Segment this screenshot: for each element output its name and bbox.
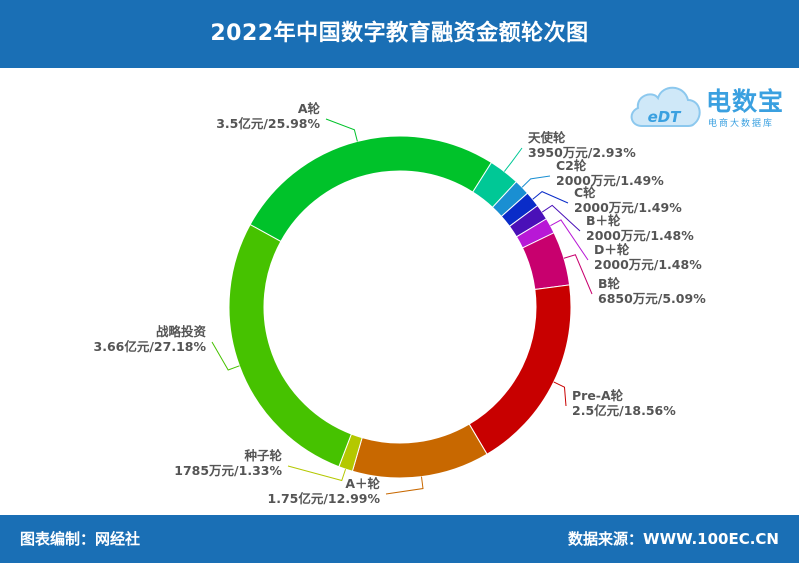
- slice-value-3: 2000万元/1.49%: [574, 200, 682, 215]
- slice-label-9: 种子轮 1785万元/1.33%: [174, 448, 282, 478]
- slice-label-8: A＋轮 1.75亿元/12.99%: [268, 476, 381, 506]
- header-bar: 2022年中国数字教育融资金额轮次图: [0, 0, 799, 68]
- slice-value-1: 3950万元/2.93%: [528, 145, 636, 160]
- slice-name-9: 种子轮: [243, 448, 282, 463]
- slice-7[interactable]: [468, 284, 572, 455]
- slice-label-10: 战略投资 3.66亿元/27.18%: [94, 324, 207, 354]
- slice-name-6: B轮: [598, 276, 621, 291]
- slice-value-4: 2000万元/1.48%: [586, 228, 694, 243]
- leader-line-0: [325, 118, 358, 142]
- footer-credit: 图表编制：网经社: [20, 530, 141, 548]
- footer-bar: 图表编制：网经社 数据来源：WWW.100EC.CN: [0, 515, 799, 563]
- slice-0[interactable]: [249, 135, 493, 243]
- donut-chart: A轮 3.5亿元/25.98%天使轮 3950万元/2.93%C2轮 2000万元/1…: [94, 101, 707, 506]
- leader-line-2: [521, 175, 551, 188]
- slice-10[interactable]: [228, 223, 353, 468]
- slice-name-5: D＋轮: [594, 242, 630, 257]
- slice-name-3: C轮: [574, 185, 596, 200]
- slice-value-6: 6850万元/5.09%: [598, 291, 706, 306]
- leader-line-10: [211, 341, 240, 371]
- chart-labels: A轮 3.5亿元/25.98%天使轮 3950万元/2.93%C2轮 2000万元/1…: [94, 101, 707, 506]
- slice-label-1: 天使轮 3950万元/2.93%: [528, 130, 636, 160]
- chart-leader-lines: [211, 118, 593, 495]
- page-title: 2022年中国数字教育融资金额轮次图: [210, 21, 589, 46]
- slice-value-8: 1.75亿元/12.99%: [268, 491, 381, 506]
- slice-value-9: 1785万元/1.33%: [174, 463, 282, 478]
- leader-line-4: [541, 204, 581, 232]
- slice-name-7: Pre-A轮: [572, 388, 624, 403]
- slice-value-7: 2.5亿元/18.56%: [572, 403, 676, 418]
- slice-label-0: A轮 3.5亿元/25.98%: [216, 101, 320, 131]
- slice-label-4: B＋轮 2000万元/1.48%: [586, 213, 694, 243]
- logo-title: 电数宝: [706, 87, 785, 116]
- logo: eDT 电数宝 电商大数据库: [626, 76, 796, 138]
- slice-8[interactable]: [351, 423, 488, 479]
- slice-name-2: C2轮: [556, 158, 587, 173]
- slice-label-7: Pre-A轮 2.5亿元/18.56%: [572, 388, 676, 418]
- leader-line-7: [553, 381, 567, 407]
- slice-name-0: A轮: [298, 101, 321, 116]
- slice-name-4: B＋轮: [586, 213, 621, 228]
- leader-line-1: [503, 147, 523, 172]
- slice-name-8: A＋轮: [345, 476, 380, 491]
- leader-line-8: [385, 476, 424, 495]
- leader-line-6: [563, 254, 593, 295]
- slice-value-10: 3.66亿元/27.18%: [94, 339, 207, 354]
- leader-line-3: [532, 191, 569, 204]
- slice-value-5: 2000万元/1.48%: [594, 257, 702, 272]
- leader-line-5: [550, 219, 589, 261]
- slice-label-6: B轮 6850万元/5.09%: [598, 276, 706, 306]
- slice-value-2: 2000万元/1.49%: [556, 173, 664, 188]
- footer-source-link[interactable]: 数据来源：WWW.100EC.CN: [568, 530, 779, 548]
- logo-subtitle: 电商大数据库: [708, 119, 775, 129]
- slice-label-3: C轮 2000万元/1.49%: [574, 185, 682, 215]
- slice-value-0: 3.5亿元/25.98%: [216, 116, 320, 131]
- chart-slices: [228, 135, 572, 479]
- logo-mark-text: eDT: [648, 108, 683, 126]
- cloud-logo-icon: eDT: [630, 86, 701, 127]
- slice-label-2: C2轮 2000万元/1.49%: [556, 158, 664, 188]
- leader-line-9: [287, 465, 347, 482]
- slice-name-1: 天使轮: [528, 130, 566, 145]
- slice-label-5: D＋轮 2000万元/1.48%: [594, 242, 702, 272]
- slice-name-10: 战略投资: [156, 324, 207, 339]
